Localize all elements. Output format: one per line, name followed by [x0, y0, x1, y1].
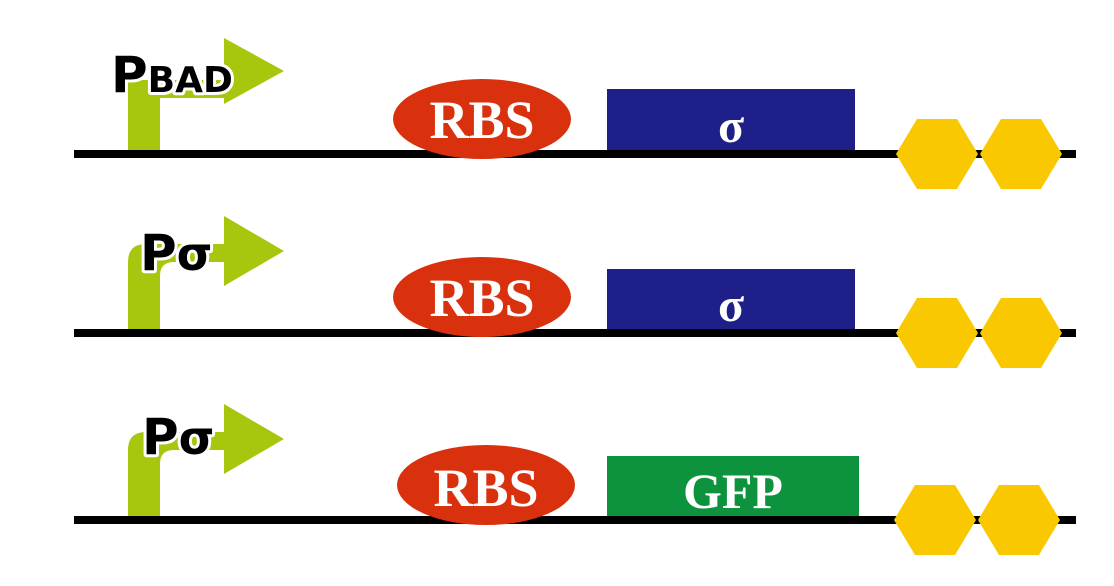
promoter-arrow-icon — [128, 216, 284, 329]
rbs-label: RBS — [433, 458, 538, 518]
promoter-arrow-icon — [128, 404, 284, 516]
rbs-shape — [393, 79, 571, 159]
gene-cds — [607, 89, 855, 150]
rbs-shape — [393, 257, 571, 337]
promoter-label: PBAD — [111, 46, 233, 104]
gene-cds — [607, 456, 859, 516]
terminator-hexagon-icon — [894, 485, 1060, 555]
promoter-label-main: P — [140, 224, 177, 282]
promoter-label-sub: σ — [177, 227, 213, 281]
gene-label: GFP — [683, 463, 783, 519]
gene-cds — [607, 269, 855, 329]
terminator-hexagon-icon — [896, 298, 1062, 368]
rbs-label: RBS — [429, 90, 534, 150]
terminator-hexagon-icon — [896, 119, 1062, 189]
promoter-label: Pσ — [140, 224, 212, 282]
promoter-label: Pσ — [142, 408, 214, 466]
construct-1: PBAD RBS σ — [74, 38, 1076, 189]
rbs-label: RBS — [429, 268, 534, 328]
promoter-arrow-icon — [128, 38, 284, 150]
dna-backbone — [74, 150, 1076, 158]
rbs-shape — [397, 445, 575, 525]
gene-label: σ — [718, 100, 744, 153]
promoter-label-sub: σ — [179, 411, 215, 465]
construct-2: Pσ RBS σ — [74, 216, 1076, 368]
dna-backbone — [74, 516, 1076, 524]
dna-backbone — [74, 329, 1076, 337]
promoter-label-main: P — [111, 46, 148, 104]
promoter-label-sub: BAD — [148, 60, 233, 101]
promoter-label-main: P — [142, 408, 179, 466]
gene-label: σ — [718, 279, 744, 332]
construct-3: Pσ RBS GFP — [74, 404, 1076, 555]
